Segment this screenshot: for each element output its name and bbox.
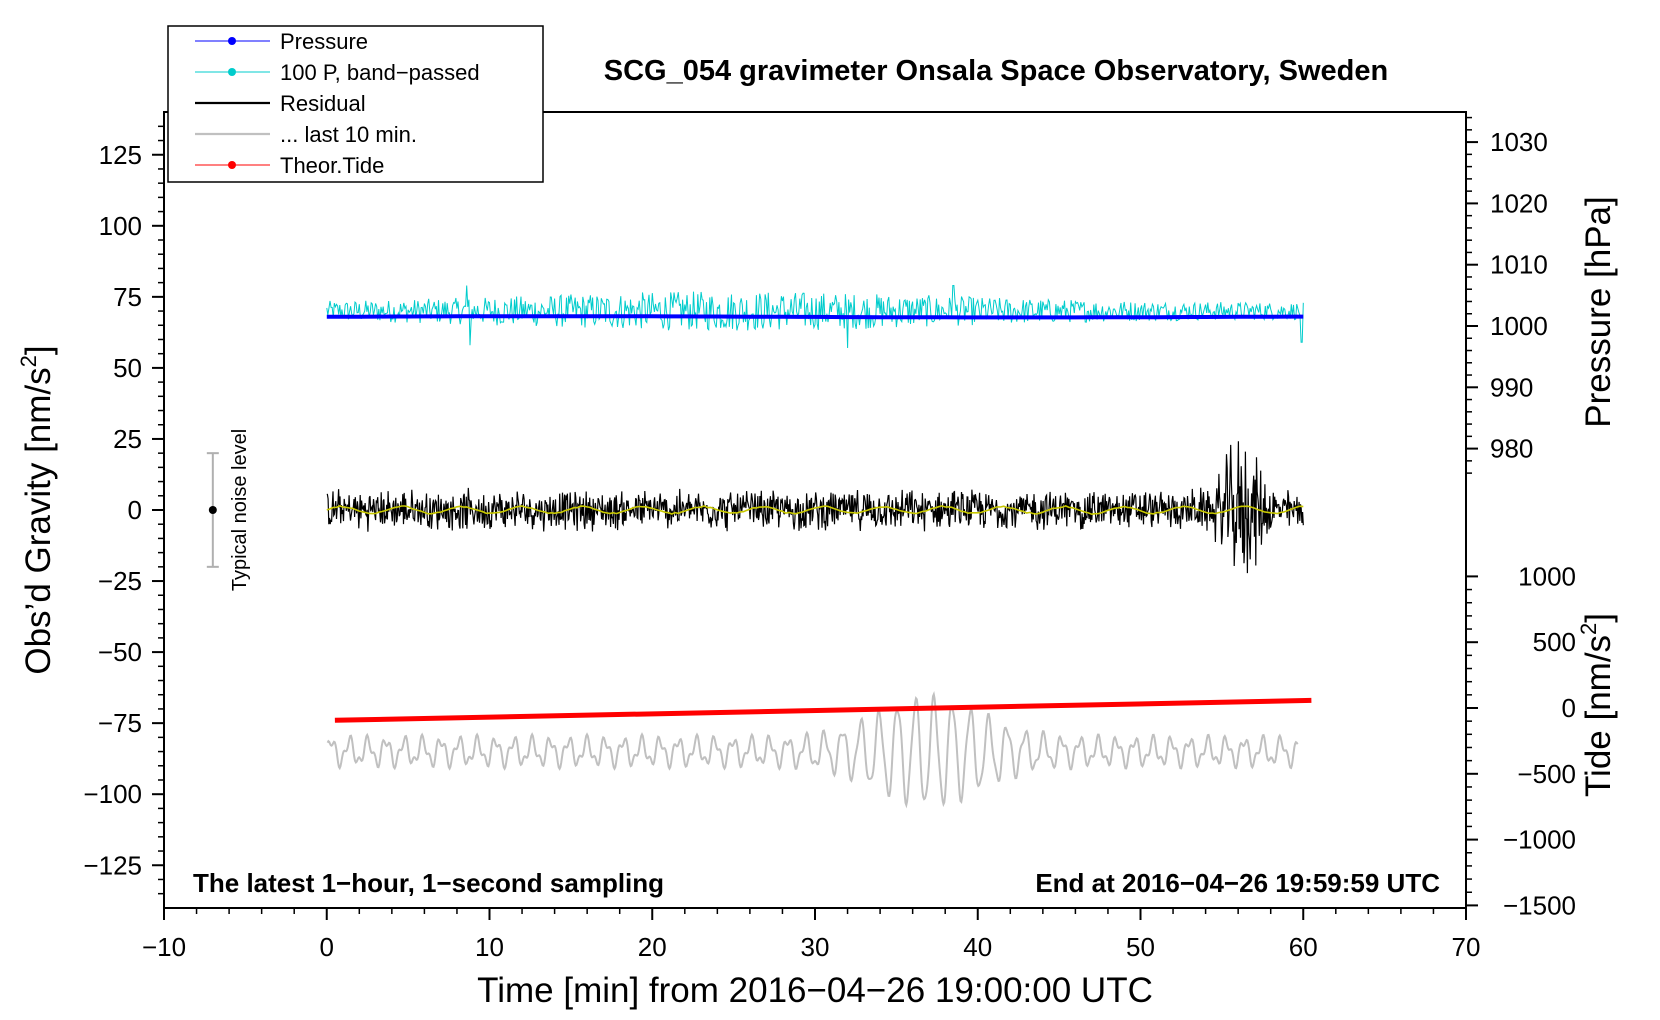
tide-tick-label: −1000 [1503,825,1576,855]
noise-bar-label: Typical noise level [229,429,251,591]
y-left-tick-label: 75 [113,282,142,312]
legend-marker [228,68,236,76]
legend-label: Pressure [280,29,368,54]
y-axis-label-tide-main: Tide [nm/s [1579,635,1618,797]
y-axis-label-tide-sup: 2 [1576,623,1601,635]
x-tick-label: 10 [475,932,504,962]
legend-label: Residual [280,91,366,116]
legend-label: Theor.Tide [280,153,384,178]
y-left-tick-label: −100 [83,779,142,809]
pressure-tick-label: 1030 [1490,127,1548,157]
x-tick-label: 50 [1126,932,1155,962]
y-axis-label-pressure: Pressure [hPa] [1579,196,1618,428]
legend-label: 100 P, band−passed [280,60,480,85]
x-tick-label: −10 [142,932,186,962]
x-tick-label: 30 [801,932,830,962]
x-tick-label: 20 [638,932,667,962]
pressure-tick-label: 980 [1490,434,1533,464]
x-tick-label: 40 [963,932,992,962]
series-layer [326,285,1312,809]
pressure-tick-label: 1010 [1490,250,1548,280]
x-tick-label: 70 [1452,932,1481,962]
x-axis-label: Time [min] from 2016−04−26 19:00:00 UTC [477,971,1153,1010]
annotation-end-time: End at 2016−04−26 19:59:59 UTC [1035,868,1440,898]
series-residual-smoothed [326,505,1304,516]
legend-marker [228,161,236,169]
y-left-tick-label: −50 [98,637,142,667]
x-tick-label: 60 [1289,932,1318,962]
y-axis-label-left: Obs’d Gravity [nm/s2] [16,345,58,674]
y-left-tick-label: 100 [99,211,142,241]
series-residual [326,441,1304,574]
y-axis-label-tide-end: ] [1579,613,1618,623]
tide-tick-label: 0 [1562,693,1576,723]
pressure-tick-label: 1000 [1490,311,1548,341]
y-left-tick-label: −125 [83,850,142,880]
y-left-tick-label: 125 [99,140,142,170]
pressure-tick-label: 990 [1490,372,1533,402]
noise-bar-center-dot [208,506,217,514]
y-left-tick-label: 25 [113,424,142,454]
y-axis-label-left-main: Obs’d Gravity [nm/s [19,367,58,674]
y-left-tick-label: −25 [98,566,142,596]
y-left-tick-label: 0 [128,495,142,525]
legend: Pressure 100 P, band−passed Residual ... la… [167,25,544,183]
legend-marker [228,37,236,45]
tide-tick-label: −500 [1517,759,1576,789]
y-axis-label-left-sup: 2 [16,355,41,367]
tide-tick-label: 500 [1533,627,1576,657]
y-axis-label-tide: Tide [nm/s2] [1576,613,1618,797]
series-theor-tide [334,697,1312,723]
chart-title: SCG_054 gravimeter Onsala Space Observat… [604,55,1388,87]
series-pressure [326,314,1304,320]
tide-tick-label: 1000 [1518,561,1576,591]
legend-label: ... last 10 min. [280,122,417,147]
y-axis-label-left-end: ] [19,345,58,355]
series-last-10-min [326,691,1299,809]
y-left-tick-label: −75 [98,708,142,738]
y-left-tick-label: 50 [113,353,142,383]
axes: −10 0 10 20 30 40 50 60 701251007550250−25−50−75… [83,116,1576,962]
noise-bar [206,452,219,568]
series-bandpassed-pressure [326,285,1304,349]
annotation-sampling: The latest 1−hour, 1−second sampling [193,868,664,898]
x-tick-label: 0 [320,932,334,962]
pressure-tick-label: 1020 [1490,188,1548,218]
tide-tick-label: −1500 [1503,890,1576,920]
